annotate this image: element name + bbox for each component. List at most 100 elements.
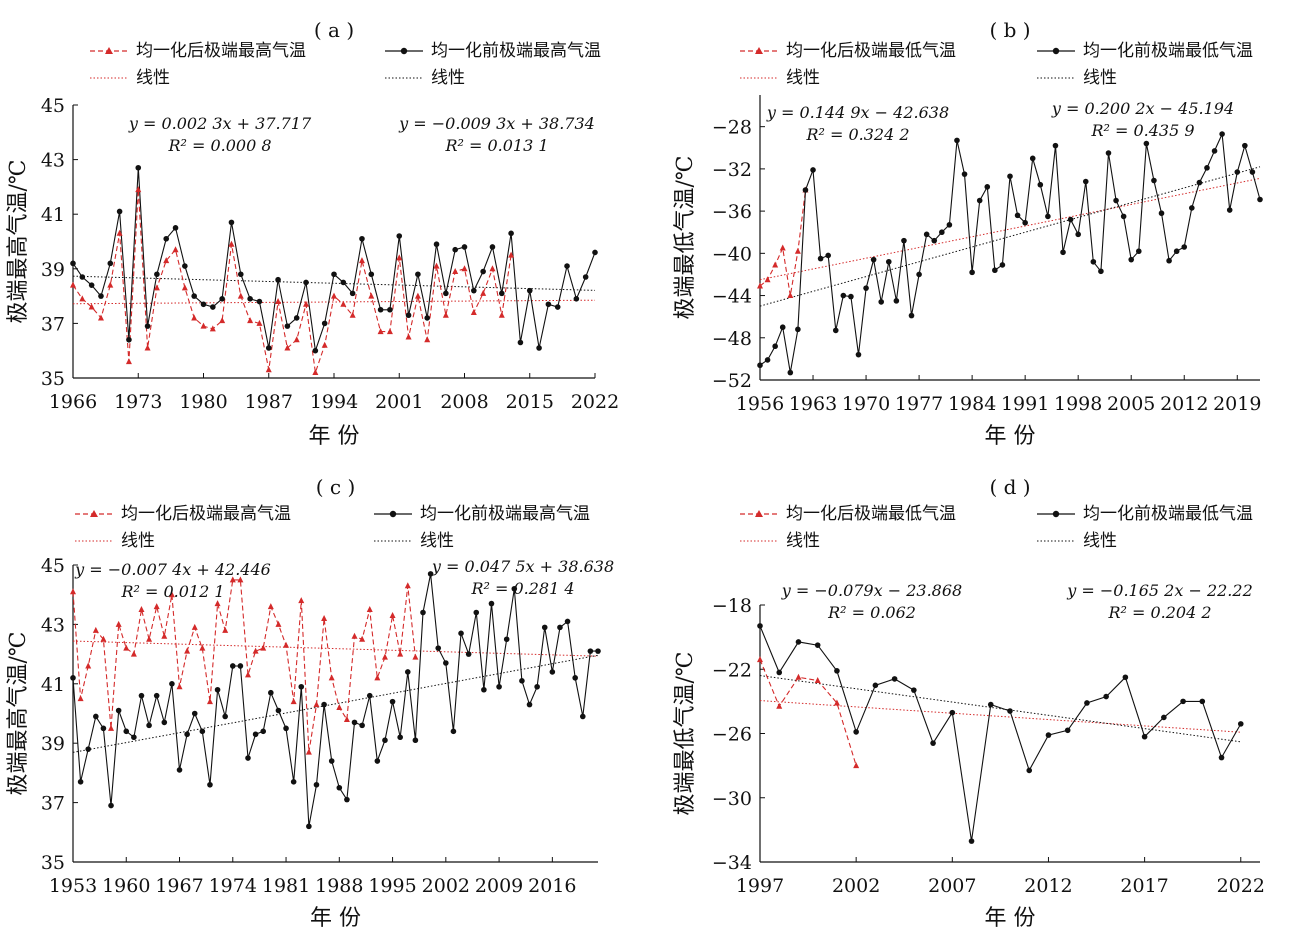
legend-marker-before bbox=[1052, 510, 1060, 518]
data-point-before bbox=[452, 246, 458, 253]
data-point-after bbox=[237, 292, 244, 299]
data-point-before bbox=[764, 357, 771, 363]
equation-before: y = −0.165 2x − 22.22 bbox=[1066, 581, 1253, 600]
data-point-after bbox=[305, 748, 312, 755]
data-point-before bbox=[1029, 155, 1036, 162]
data-point-before bbox=[891, 676, 898, 682]
data-point-after bbox=[374, 674, 381, 681]
data-point-before bbox=[795, 326, 801, 333]
data-point-before bbox=[1045, 213, 1051, 220]
data-point-before bbox=[954, 137, 960, 144]
data-point-after bbox=[358, 257, 365, 264]
data-point-before bbox=[260, 728, 267, 735]
data-point-before bbox=[275, 707, 282, 714]
data-point-before bbox=[237, 663, 244, 669]
data-point-before bbox=[1026, 767, 1033, 774]
chart-title: ( a ) bbox=[314, 18, 354, 42]
data-point-before bbox=[450, 728, 457, 735]
data-point-after bbox=[115, 620, 122, 627]
y-tick-label: 39 bbox=[41, 733, 65, 755]
x-tick-label: 1967 bbox=[155, 875, 203, 897]
y-tick-label: 35 bbox=[41, 852, 65, 874]
data-point-after bbox=[70, 281, 76, 288]
data-point-before bbox=[564, 263, 570, 269]
data-point-before bbox=[1075, 231, 1081, 238]
data-point-before bbox=[1189, 205, 1195, 211]
data-point-before bbox=[984, 184, 991, 190]
r2-before: R² = 0.013 1 bbox=[444, 136, 548, 155]
data-point-after bbox=[209, 325, 216, 332]
data-point-before bbox=[321, 320, 328, 327]
data-point-before bbox=[172, 225, 179, 231]
series-line-after bbox=[759, 659, 857, 766]
data-point-before bbox=[545, 301, 552, 308]
r2-after: R² = 0.062 bbox=[827, 603, 916, 622]
x-tick-label: 1994 bbox=[310, 391, 358, 413]
data-point-before bbox=[245, 755, 251, 761]
data-point-before bbox=[70, 260, 76, 267]
series-line-before bbox=[759, 625, 1242, 842]
data-point-after bbox=[397, 650, 404, 657]
x-tick-label: 1995 bbox=[368, 875, 416, 897]
data-point-before bbox=[1181, 244, 1188, 250]
data-point-before bbox=[834, 668, 840, 674]
data-point-before bbox=[1237, 721, 1244, 727]
data-point-before bbox=[473, 609, 480, 616]
data-point-after bbox=[414, 292, 421, 299]
data-point-before bbox=[870, 256, 877, 263]
data-point-before bbox=[200, 301, 207, 308]
data-point-before bbox=[1128, 256, 1135, 263]
data-point-before bbox=[526, 701, 533, 708]
data-point-after bbox=[260, 644, 267, 651]
data-point-before bbox=[1211, 148, 1218, 154]
data-point-before bbox=[526, 287, 533, 294]
data-point-after bbox=[853, 762, 860, 769]
legend-marker-before bbox=[389, 510, 397, 518]
data-point-before bbox=[191, 293, 197, 299]
data-point-before bbox=[939, 229, 945, 236]
data-point-before bbox=[340, 279, 347, 286]
data-point-after bbox=[480, 289, 487, 296]
data-point-after bbox=[228, 240, 235, 247]
legend-label-before: 均一化前极端最低气温 bbox=[1083, 504, 1253, 524]
y-tick-label: −44 bbox=[712, 286, 752, 308]
data-point-before bbox=[508, 230, 514, 237]
data-point-after bbox=[303, 300, 310, 307]
x-tick-label: 2016 bbox=[528, 875, 576, 897]
data-point-after bbox=[461, 265, 468, 272]
data-point-before bbox=[328, 758, 335, 764]
data-point-after bbox=[321, 341, 328, 348]
data-point-before bbox=[443, 290, 449, 297]
data-point-before bbox=[126, 336, 132, 343]
data-point-before bbox=[949, 709, 956, 716]
data-point-before bbox=[107, 260, 114, 267]
series-line-after bbox=[72, 189, 512, 373]
y-tick-label: −40 bbox=[712, 243, 752, 265]
data-point-before bbox=[1242, 142, 1248, 149]
data-point-before bbox=[98, 293, 104, 299]
data-point-before bbox=[256, 298, 263, 305]
data-point-after bbox=[200, 322, 207, 329]
data-point-before bbox=[1064, 727, 1071, 734]
data-point-after bbox=[368, 292, 375, 299]
data-point-after bbox=[184, 647, 191, 654]
data-point-before bbox=[1135, 248, 1142, 255]
data-point-before bbox=[293, 315, 300, 321]
data-point-before bbox=[1158, 210, 1165, 217]
data-point-before bbox=[885, 258, 892, 265]
data-point-after bbox=[328, 674, 335, 681]
y-tick-label: 45 bbox=[41, 95, 65, 117]
x-tick-label: 2002 bbox=[422, 875, 470, 897]
data-point-before bbox=[840, 292, 847, 299]
legend-marker-after bbox=[90, 510, 98, 517]
data-point-after bbox=[245, 671, 251, 678]
x-tick-label: 1997 bbox=[736, 875, 784, 897]
data-point-after bbox=[340, 300, 347, 307]
x-tick-label: 2022 bbox=[1217, 875, 1265, 897]
data-point-after bbox=[794, 247, 801, 254]
